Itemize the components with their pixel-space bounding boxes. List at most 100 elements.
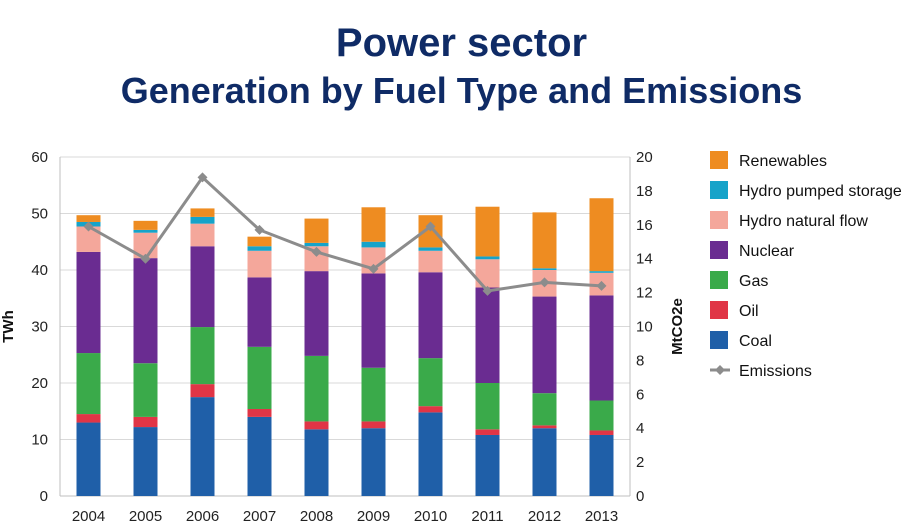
bar-segment-nuclear [532, 296, 557, 394]
legend-label: Emissions [739, 363, 812, 380]
y2-tick-label: 0 [636, 488, 644, 505]
y2-tick-label: 8 [636, 352, 644, 369]
y-tick-label: 20 [31, 375, 48, 392]
bar-segment-hydro-pumped-storage [304, 242, 329, 247]
bar-segment-gas [361, 367, 386, 422]
bar-segment-oil [76, 414, 101, 423]
bar-segment-nuclear [190, 246, 215, 328]
emissions-marker [368, 263, 379, 274]
emissions-marker [482, 285, 493, 296]
y2-tick-label: 12 [636, 285, 653, 302]
y2-tick-label: 18 [636, 183, 653, 200]
y2-tick-label: 14 [636, 251, 653, 268]
y2-axis-title: MtCO2e [669, 298, 686, 355]
x-tick-label: 2008 [300, 508, 333, 523]
bar-segment-renewables [190, 208, 215, 217]
bar-segment-hydro-pumped-storage [361, 241, 386, 248]
y2-tick-label: 4 [636, 420, 644, 437]
bar-segment-nuclear [76, 251, 101, 354]
legend-marker-swatch [715, 365, 725, 375]
y-tick-label: 0 [40, 488, 48, 505]
y2-tick-label: 20 [636, 149, 653, 166]
emissions-line [87, 175, 602, 293]
emissions-marker [83, 221, 94, 232]
x-tick-label: 2007 [243, 508, 276, 523]
bar-segment-hydro-pumped-storage [418, 247, 443, 251]
bar-segment-renewables [532, 212, 557, 269]
bar-segment-oil [247, 408, 272, 417]
legend-label: Hydro pumped storage [739, 183, 902, 200]
bar-segment-hydro-pumped-storage [532, 268, 557, 270]
bar-segment-coal [532, 428, 557, 496]
emissions-marker [140, 253, 151, 264]
emissions-marker [197, 172, 208, 183]
y-tick-label: 60 [31, 149, 48, 166]
legend-label: Hydro natural flow [739, 213, 868, 230]
x-tick-label: 2004 [72, 508, 105, 523]
bar-segment-hydro-pumped-storage [247, 246, 272, 251]
bar-segment-gas [589, 400, 614, 431]
bar-segment-coal [247, 416, 272, 496]
bar-segment-gas [76, 353, 101, 415]
y2-tick-label: 16 [636, 217, 653, 234]
bar-segment-gas [133, 363, 158, 417]
bar-segment-coal [475, 434, 500, 496]
bar-segment-oil [418, 406, 443, 413]
bar-segment-renewables [133, 220, 158, 230]
bar-segment-hydro-pumped-storage [589, 271, 614, 273]
emissions-marker [539, 277, 550, 288]
legend-label: Oil [739, 303, 759, 320]
legend-label: Coal [739, 333, 772, 350]
legend-swatch [710, 151, 728, 169]
y-tick-label: 40 [31, 262, 48, 279]
bar-segment-nuclear [475, 287, 500, 383]
bar-segment-oil [304, 421, 329, 430]
legend-swatch [710, 301, 728, 319]
legend-swatch [710, 271, 728, 289]
y2-tick-label: 2 [636, 454, 644, 471]
y-tick-label: 50 [31, 206, 48, 223]
chart-title: Power sector Generation by Fuel Type and… [0, 20, 923, 114]
legend-swatch [710, 241, 728, 259]
x-tick-label: 2010 [414, 508, 447, 523]
bar-segment-oil [475, 429, 500, 435]
bar-segment-gas [247, 346, 272, 409]
emissions-marker [425, 221, 436, 232]
legend-label: Renewables [739, 153, 827, 170]
bar-segment-hydro-pumped-storage [133, 229, 158, 233]
y-tick-label: 30 [31, 319, 48, 336]
emissions-marker [596, 280, 607, 291]
bar-segment-nuclear [247, 277, 272, 347]
x-tick-label: 2005 [129, 508, 162, 523]
bar-segment-coal [76, 422, 101, 496]
bar-segment-nuclear [304, 271, 329, 356]
legend-label: Nuclear [739, 243, 795, 260]
bar-segment-renewables [247, 236, 272, 247]
bar-segment-nuclear [589, 295, 614, 401]
x-tick-label: 2011 [471, 508, 503, 523]
bar-segment-oil [190, 384, 215, 398]
bar-segment-renewables [304, 218, 329, 243]
x-tick-label: 2013 [585, 508, 618, 523]
y-axis-title: TWh [0, 310, 17, 342]
bar-segment-oil [133, 416, 158, 428]
bar-segment-renewables [76, 215, 101, 222]
bar-segment-gas [418, 358, 443, 407]
bar-segment-gas [304, 355, 329, 422]
legend-label: Gas [739, 273, 768, 290]
bar-segment-coal [361, 428, 386, 496]
bar-segment-coal [304, 429, 329, 496]
bar-segment-renewables [589, 198, 614, 272]
x-tick-label: 2009 [357, 508, 390, 523]
bar-segment-coal [589, 434, 614, 496]
bar-segment-nuclear [133, 258, 158, 364]
x-tick-label: 2006 [186, 508, 219, 523]
bar-segment-coal [133, 427, 158, 496]
y-tick-label: 10 [31, 432, 48, 449]
chart-title-line-2: Generation by Fuel Type and Emissions [120, 70, 803, 111]
bar-segment-gas [190, 327, 215, 385]
bar-segment-hydro-natural-flow [247, 250, 272, 278]
chart-title-line-1: Power sector [335, 21, 588, 65]
bar-segment-nuclear [361, 273, 386, 368]
y2-tick-label: 6 [636, 386, 644, 403]
